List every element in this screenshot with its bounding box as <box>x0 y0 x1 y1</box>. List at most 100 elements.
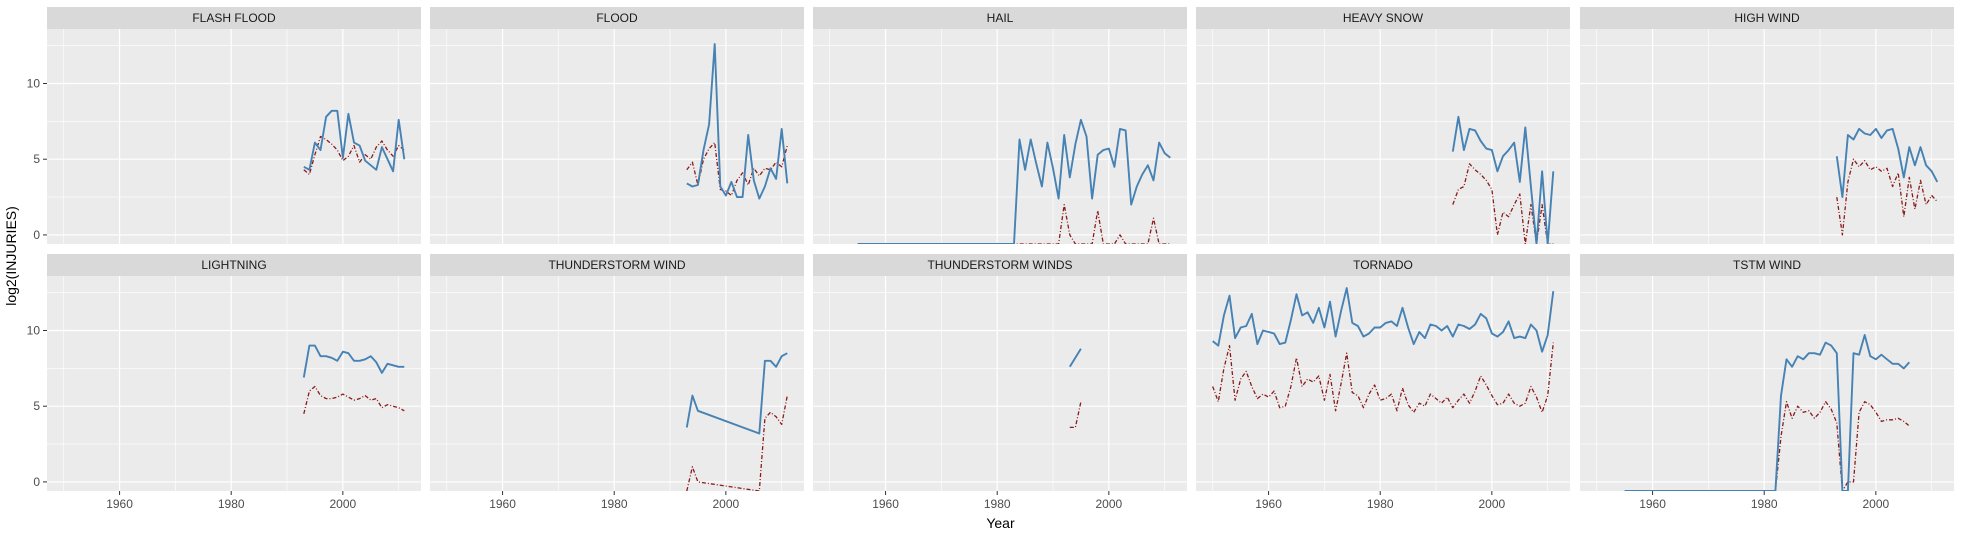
facet-label: HAIL <box>987 11 1014 25</box>
series-2-line <box>1452 163 1554 244</box>
plot-background <box>813 29 1187 244</box>
plot-background <box>430 276 804 491</box>
series-group <box>857 118 1171 244</box>
series-group <box>1451 115 1555 244</box>
plot-background <box>1580 276 1954 491</box>
facet-strip <box>1196 254 1570 276</box>
y-axis-title: log2(INJURIES) <box>3 206 19 306</box>
series-group <box>302 344 405 414</box>
series-1-line <box>1212 287 1555 353</box>
series-group <box>686 43 789 200</box>
plot-background <box>1580 29 1954 244</box>
facet-label: THUNDERSTORM WINDS <box>927 258 1072 272</box>
x-tick-label: 1980 <box>984 497 1011 511</box>
facet-panel: HIGH WIND <box>1580 7 1954 244</box>
facet-label: FLASH FLOOD <box>192 11 276 25</box>
y-axis-ticks: 0 5 10 0 5 10 <box>27 77 47 489</box>
series-1-line <box>303 109 406 173</box>
y-tick-label: 5 <box>33 399 40 413</box>
x-tick-label: 1960 <box>1255 497 1282 511</box>
facet-strip <box>47 7 421 29</box>
series-group <box>1624 334 1911 491</box>
facet-panel: LIGHTNING <box>47 254 421 491</box>
series-1-line <box>302 344 405 378</box>
series-1-line <box>1624 334 1911 491</box>
facet-strip <box>1580 7 1954 29</box>
y-tick-label: 0 <box>33 475 40 489</box>
x-tick-label: 1960 <box>1639 497 1666 511</box>
facet-label: LIGHTNING <box>201 258 266 272</box>
series-group <box>685 352 788 491</box>
gridlines <box>813 29 1187 244</box>
facet-panel: TSTM WIND <box>1580 254 1954 491</box>
facet-strip <box>1196 7 1570 29</box>
x-axis-ticks: 1960 1980 2000 1960 1980 2000 1960 1980 2000 1960… <box>106 491 1890 511</box>
plot-background <box>47 276 421 491</box>
facet-strip <box>430 254 804 276</box>
x-tick-label: 1960 <box>872 497 899 511</box>
series-1-line <box>1835 127 1939 199</box>
facet-panel: FLOOD <box>430 7 804 244</box>
facet-panel: HAIL <box>813 7 1187 244</box>
gridlines <box>1580 29 1954 244</box>
y-tick-label: 0 <box>33 228 40 242</box>
facet-label: THUNDERSTORM WIND <box>548 258 685 272</box>
series-group <box>1212 287 1555 413</box>
plot-background <box>813 276 1187 491</box>
series-1-line <box>857 118 1171 244</box>
plot-background <box>1196 29 1570 244</box>
series-2-line <box>686 395 788 491</box>
gridlines <box>1196 276 1570 491</box>
facet-label: FLOOD <box>596 11 638 25</box>
x-tick-label: 1960 <box>106 497 133 511</box>
x-tick-label: 1980 <box>601 497 628 511</box>
x-tick-label: 2000 <box>1478 497 1505 511</box>
gridlines <box>1196 29 1570 244</box>
facet-label: TORNADO <box>1353 258 1413 272</box>
series-2-line <box>1212 342 1554 413</box>
facet-panel: THUNDERSTORM WIND <box>430 254 804 491</box>
plot-background <box>47 29 421 244</box>
series-1-line <box>686 43 789 200</box>
facet-panel: HEAVY SNOW <box>1196 7 1570 244</box>
x-tick-label: 1960 <box>489 497 516 511</box>
facet-panel: THUNDERSTORM WINDS <box>813 254 1187 491</box>
x-tick-label: 2000 <box>1862 497 1889 511</box>
x-tick-label: 1980 <box>1367 497 1394 511</box>
facet-panel: TORNADO <box>1196 254 1570 491</box>
y-tick-label: 10 <box>27 77 41 91</box>
y-tick-label: 5 <box>33 152 40 166</box>
gridlines <box>1580 276 1954 491</box>
facet-strip <box>813 7 1187 29</box>
facet-strip <box>1580 254 1954 276</box>
series-group <box>1835 127 1939 236</box>
series-2-line <box>1836 158 1938 236</box>
x-axis-title: Year <box>986 515 1015 531</box>
facet-strip <box>813 254 1187 276</box>
facet-label: HEAVY SNOW <box>1343 11 1424 25</box>
series-1-line <box>1451 115 1555 244</box>
x-tick-label: 1980 <box>218 497 245 511</box>
facet-label: TSTM WIND <box>1733 258 1801 272</box>
x-tick-label: 2000 <box>329 497 356 511</box>
series-1-line <box>1068 348 1082 368</box>
y-tick-label: 10 <box>27 324 41 338</box>
series-2-line <box>303 135 405 176</box>
series-2-line <box>1069 401 1082 429</box>
facet-strip <box>430 7 804 29</box>
series-group <box>303 109 406 176</box>
x-tick-label: 2000 <box>1095 497 1122 511</box>
series-2-line <box>303 385 405 414</box>
gridlines <box>47 276 421 491</box>
plot-background <box>1196 276 1570 491</box>
series-group <box>1068 348 1082 429</box>
plot-background <box>430 29 804 244</box>
gridlines <box>813 276 1187 491</box>
facet-label: HIGH WIND <box>1734 11 1800 25</box>
series-2-line <box>686 141 788 197</box>
facet-strip <box>47 254 421 276</box>
gridlines <box>430 276 804 491</box>
x-tick-label: 2000 <box>712 497 739 511</box>
facet-panel: FLASH FLOOD <box>47 7 421 244</box>
